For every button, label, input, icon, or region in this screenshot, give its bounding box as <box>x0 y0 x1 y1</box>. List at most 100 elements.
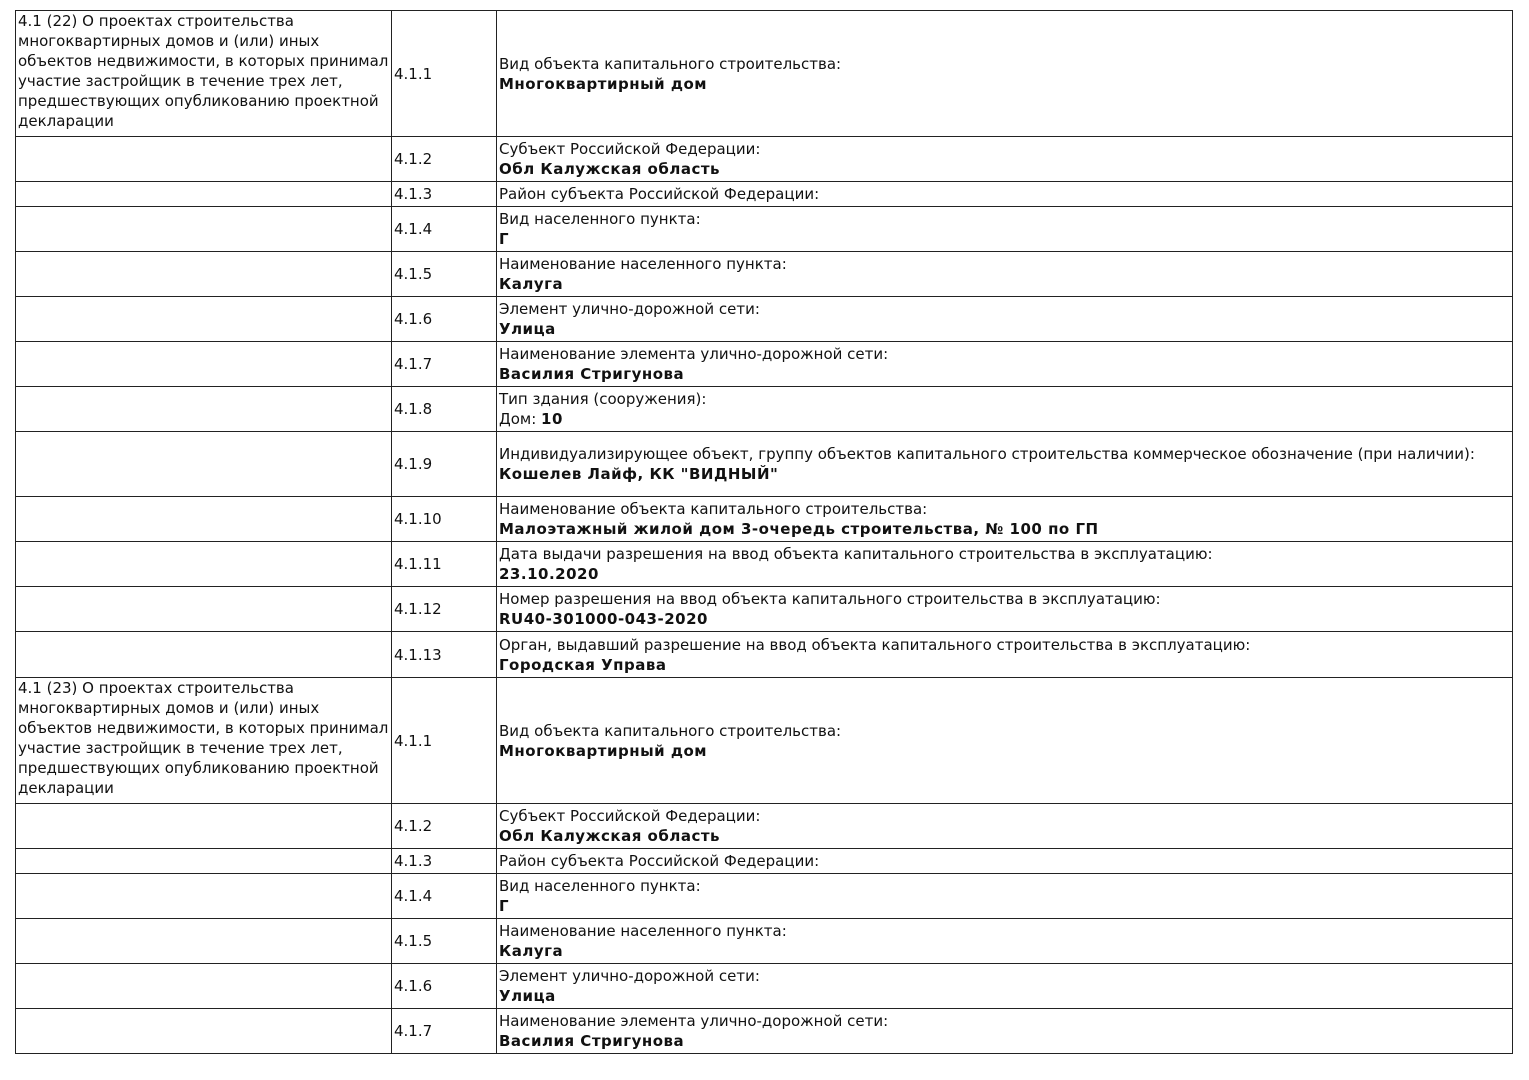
code-cell: 4.1.6 <box>391 963 497 1009</box>
row-code: 4.1.1 <box>394 731 433 750</box>
content-cell: Район субъекта Российской Федерации: <box>496 181 1513 207</box>
code-cell: 4.1.1 <box>391 10 497 137</box>
value-line: Улица <box>499 319 1510 339</box>
field-value: Обл Калужская область <box>499 160 721 178</box>
section-cell <box>15 873 392 919</box>
value-line: Василия Стригунова <box>499 1031 1510 1051</box>
code-cell: 4.1.8 <box>391 386 497 432</box>
value-line: Василия Стригунова <box>499 364 1510 384</box>
section-text: 4.1 (22) О проектах строительства многок… <box>18 12 389 130</box>
content-cell: Вид объекта капитального строительства: М… <box>496 10 1513 137</box>
document: 4.1 (22) О проектах строительства многок… <box>15 10 1513 1054</box>
table-row: 4.1 (23) О проектах строительства многок… <box>15 677 1513 804</box>
field-value: 10 <box>541 410 563 428</box>
content-cell: Наименование населенного пункта: Калуга <box>496 918 1513 964</box>
value-line: Калуга <box>499 941 1510 961</box>
value-line: Дом: 10 <box>499 409 1510 429</box>
code-cell: 4.1.3 <box>391 848 497 874</box>
value-line: Кошелев Лайф, КК "ВИДНЫЙ" <box>499 464 1510 484</box>
field-label: Индивидуализирующее объект, группу объек… <box>499 445 1475 463</box>
code-cell: 4.1.2 <box>391 136 497 182</box>
content-cell: Субъект Российской Федерации: Обл Калужск… <box>496 803 1513 849</box>
code-cell: 4.1.9 <box>391 431 497 497</box>
field-label: Номер разрешения на ввод объекта капитал… <box>499 590 1161 608</box>
value-line: Г <box>499 229 1510 249</box>
row-code: 4.1.11 <box>394 555 442 573</box>
section-cell <box>15 496 392 542</box>
row-code: 4.1.6 <box>394 977 433 995</box>
section-cell: 4.1 (23) О проектах строительства многок… <box>15 677 392 804</box>
field-value: Г <box>499 230 510 248</box>
table-row: 4.1.8 Тип здания (сооружения): Дом: 10 <box>15 386 1513 432</box>
field-label: Наименование объекта капитального строит… <box>499 500 928 518</box>
table-row: 4.1.3 Район субъекта Российской Федерации… <box>15 181 1513 207</box>
table-row: 4.1.11 Дата выдачи разрешения на ввод объ… <box>15 541 1513 587</box>
value-line: 23.10.2020 <box>499 564 1510 584</box>
table-row: 4.1.7 Наименование элемента улично-дорожн… <box>15 1008 1513 1054</box>
row-code: 4.1.5 <box>394 932 433 950</box>
content-cell: Наименование элемента улично-дорожной се… <box>496 1008 1513 1054</box>
code-cell: 4.1.7 <box>391 1008 497 1054</box>
content-cell: Элемент улично-дорожной сети: Улица <box>496 296 1513 342</box>
value-line: Малоэтажный жилой дом 3-очередь строител… <box>499 519 1510 539</box>
content-cell: Номер разрешения на ввод объекта капитал… <box>496 586 1513 632</box>
table-row: 4.1.6 Элемент улично-дорожной сети: Улица <box>15 296 1513 342</box>
field-value: Городская Управа <box>499 655 667 674</box>
code-cell: 4.1.11 <box>391 541 497 587</box>
value-line: Г <box>499 896 1510 916</box>
value-line: Улица <box>499 986 1510 1006</box>
row-code: 4.1.2 <box>394 150 433 168</box>
field-value: Г <box>499 897 510 915</box>
field-label: Субъект Российской Федерации: <box>499 140 761 158</box>
code-cell: 4.1.4 <box>391 873 497 919</box>
code-cell: 4.1.5 <box>391 251 497 297</box>
code-cell: 4.1.6 <box>391 296 497 342</box>
section-cell <box>15 803 392 849</box>
row-code: 4.1.7 <box>394 1022 433 1040</box>
value-line: Многоквартирный дом <box>499 74 1510 94</box>
table-row: 4.1.6 Элемент улично-дорожной сети: Улица <box>15 963 1513 1009</box>
table-row: 4.1.5 Наименование населенного пункта: Кал… <box>15 251 1513 297</box>
value-prefix: Дом: <box>499 410 537 428</box>
section-cell <box>15 541 392 587</box>
content-cell: Район субъекта Российской Федерации: <box>496 848 1513 874</box>
table-row: 4.1.12 Номер разрешения на ввод объекта к… <box>15 586 1513 632</box>
content-cell: Наименование населенного пункта: Калуга <box>496 251 1513 297</box>
table-row: 4.1.10 Наименование объекта капитального … <box>15 496 1513 542</box>
value-line: Многоквартирный дом <box>499 741 1510 761</box>
table-row: 4.1.2 Субъект Российской Федерации: Обл Ка… <box>15 136 1513 182</box>
section-cell <box>15 181 392 207</box>
content-cell: Индивидуализирующее объект, группу объек… <box>496 431 1513 497</box>
field-label: Наименование элемента улично-дорожной се… <box>499 345 889 363</box>
row-code: 4.1.5 <box>394 265 433 283</box>
field-value: Улица <box>499 987 556 1005</box>
field-label: Вид объекта капитального строительства: <box>499 54 842 73</box>
value-line: RU40-301000-043-2020 <box>499 609 1510 629</box>
section-cell <box>15 296 392 342</box>
row-code: 4.1.8 <box>394 400 433 418</box>
value-line: Обл Калужская область <box>499 826 1510 846</box>
field-label: Элемент улично-дорожной сети: <box>499 967 760 985</box>
field-value: Кошелев Лайф, КК "ВИДНЫЙ" <box>499 465 779 483</box>
section-cell <box>15 386 392 432</box>
field-label: Субъект Российской Федерации: <box>499 807 761 825</box>
table-row: 4.1.9 Индивидуализирующее объект, группу … <box>15 431 1513 497</box>
table-row: 4.1.7 Наименование элемента улично-дорожн… <box>15 341 1513 387</box>
row-code: 4.1.7 <box>394 355 433 373</box>
row-code: 4.1.6 <box>394 310 433 328</box>
section-cell <box>15 918 392 964</box>
info-table: 4.1 (22) О проектах строительства многок… <box>15 10 1513 1054</box>
field-value: Малоэтажный жилой дом 3-очередь строител… <box>499 520 1099 538</box>
section-cell <box>15 251 392 297</box>
field-value: Многоквартирный дом <box>499 74 708 93</box>
field-label: Вид населенного пункта: <box>499 877 701 895</box>
code-cell: 4.1.5 <box>391 918 497 964</box>
field-label: Наименование населенного пункта: <box>499 255 787 273</box>
code-cell: 4.1.2 <box>391 803 497 849</box>
code-cell: 4.1.1 <box>391 677 497 804</box>
field-value: RU40-301000-043-2020 <box>499 610 708 628</box>
field-label: Тип здания (сооружения): <box>499 390 707 408</box>
row-code: 4.1.2 <box>394 817 433 835</box>
code-cell: 4.1.13 <box>391 631 497 678</box>
row-code: 4.1.9 <box>394 455 433 473</box>
